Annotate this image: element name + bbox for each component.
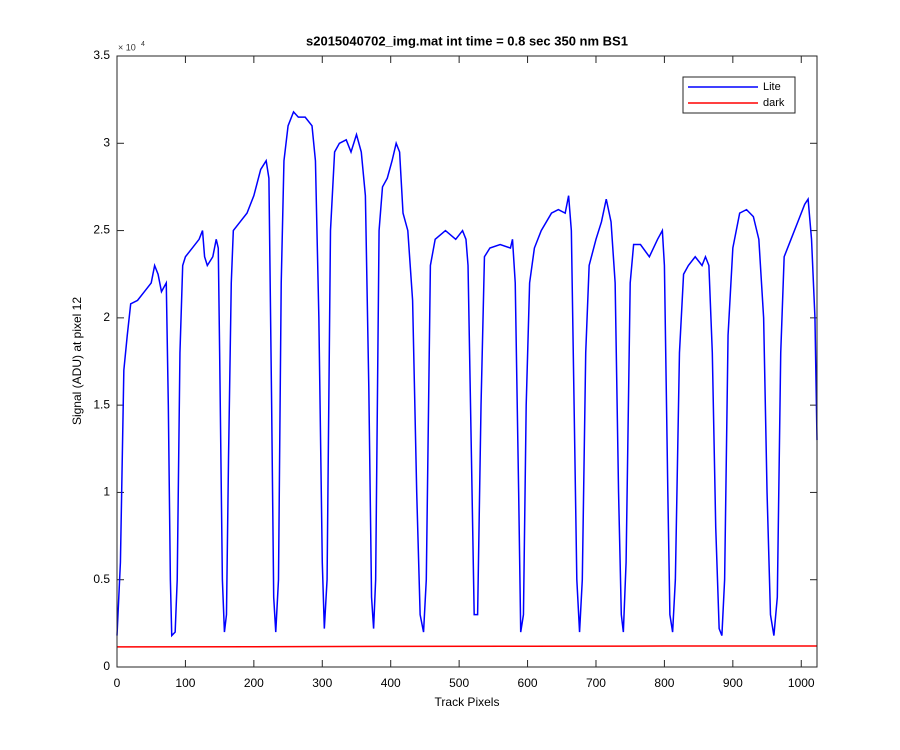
legend-label: Lite: [763, 81, 781, 93]
plot-area: [117, 56, 817, 667]
y-multiplier-exponent: 4: [141, 41, 145, 48]
x-tick-label: 500: [449, 676, 469, 690]
y-tick-label: 2.5: [93, 223, 110, 237]
chart-title: s2015040702_img.mat int time = 0.8 sec 3…: [306, 33, 628, 48]
x-tick-label: 400: [381, 676, 401, 690]
y-tick-label: 1: [103, 485, 110, 499]
x-tick-label: 200: [244, 676, 264, 690]
axes-box: [116, 55, 818, 668]
series-line: [116, 110, 818, 638]
legend-label: dark: [763, 97, 785, 109]
y-tick-label: 0.5: [93, 572, 110, 586]
x-tick-label: 1000: [788, 676, 815, 690]
y-tick-label: 1.5: [93, 397, 110, 411]
x-tick-label: 700: [586, 676, 606, 690]
x-tick-label: 600: [518, 676, 538, 690]
y-multiplier: × 10: [118, 42, 136, 52]
y-tick-label: 3.5: [93, 48, 110, 62]
x-tick-label: 800: [654, 676, 674, 690]
x-tick-label: 0: [114, 676, 121, 690]
series-line: [116, 645, 817, 648]
y-tick-label: 2: [103, 310, 110, 324]
x-tick-label: 900: [723, 676, 743, 690]
y-axis-label: Signal (ADU) at pixel 12: [70, 297, 84, 425]
y-tick-label: 3: [103, 135, 110, 149]
x-tick-label: 100: [175, 676, 195, 690]
y-tick-label: 0: [103, 659, 110, 673]
legend: [682, 76, 796, 114]
x-tick-label: 300: [312, 676, 332, 690]
x-axis-label: Track Pixels: [435, 695, 500, 709]
